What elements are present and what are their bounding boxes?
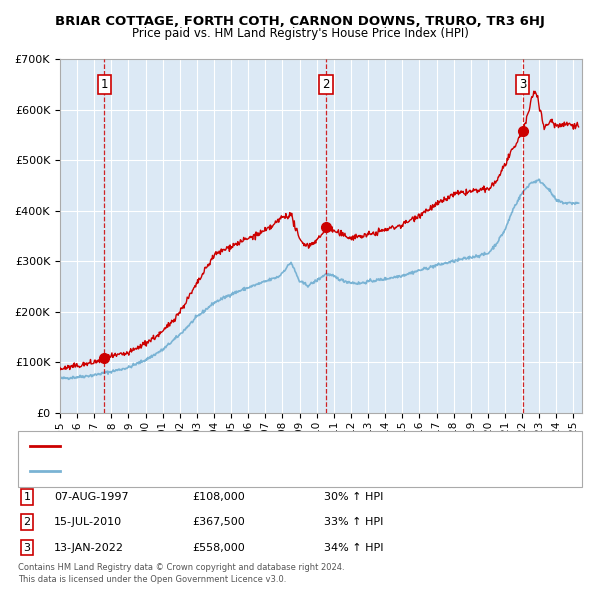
Text: Price paid vs. HM Land Registry's House Price Index (HPI): Price paid vs. HM Land Registry's House …	[131, 27, 469, 40]
Text: HPI: Average price, detached house, Cornwall: HPI: Average price, detached house, Corn…	[66, 466, 293, 476]
Text: 13-JAN-2022: 13-JAN-2022	[54, 543, 124, 552]
Text: 1: 1	[23, 492, 31, 502]
Text: £108,000: £108,000	[192, 492, 245, 502]
Text: BRIAR COTTAGE, FORTH COTH, CARNON DOWNS, TRURO, TR3 6HJ: BRIAR COTTAGE, FORTH COTH, CARNON DOWNS,…	[55, 15, 545, 28]
Text: 33% ↑ HPI: 33% ↑ HPI	[324, 517, 383, 527]
Text: 3: 3	[23, 543, 31, 552]
Text: BRIAR COTTAGE, FORTH COTH, CARNON DOWNS, TRURO, TR3 6HJ (detached house): BRIAR COTTAGE, FORTH COTH, CARNON DOWNS,…	[66, 441, 486, 451]
Text: 2: 2	[23, 517, 31, 527]
Text: 07-AUG-1997: 07-AUG-1997	[54, 492, 128, 502]
Text: £558,000: £558,000	[192, 543, 245, 552]
Text: 15-JUL-2010: 15-JUL-2010	[54, 517, 122, 527]
Text: 30% ↑ HPI: 30% ↑ HPI	[324, 492, 383, 502]
Text: 2: 2	[322, 78, 330, 91]
Text: Contains HM Land Registry data © Crown copyright and database right 2024.: Contains HM Land Registry data © Crown c…	[18, 563, 344, 572]
Text: 3: 3	[519, 78, 526, 91]
Text: 34% ↑ HPI: 34% ↑ HPI	[324, 543, 383, 552]
Text: This data is licensed under the Open Government Licence v3.0.: This data is licensed under the Open Gov…	[18, 575, 286, 584]
Text: 1: 1	[101, 78, 108, 91]
Text: £367,500: £367,500	[192, 517, 245, 527]
